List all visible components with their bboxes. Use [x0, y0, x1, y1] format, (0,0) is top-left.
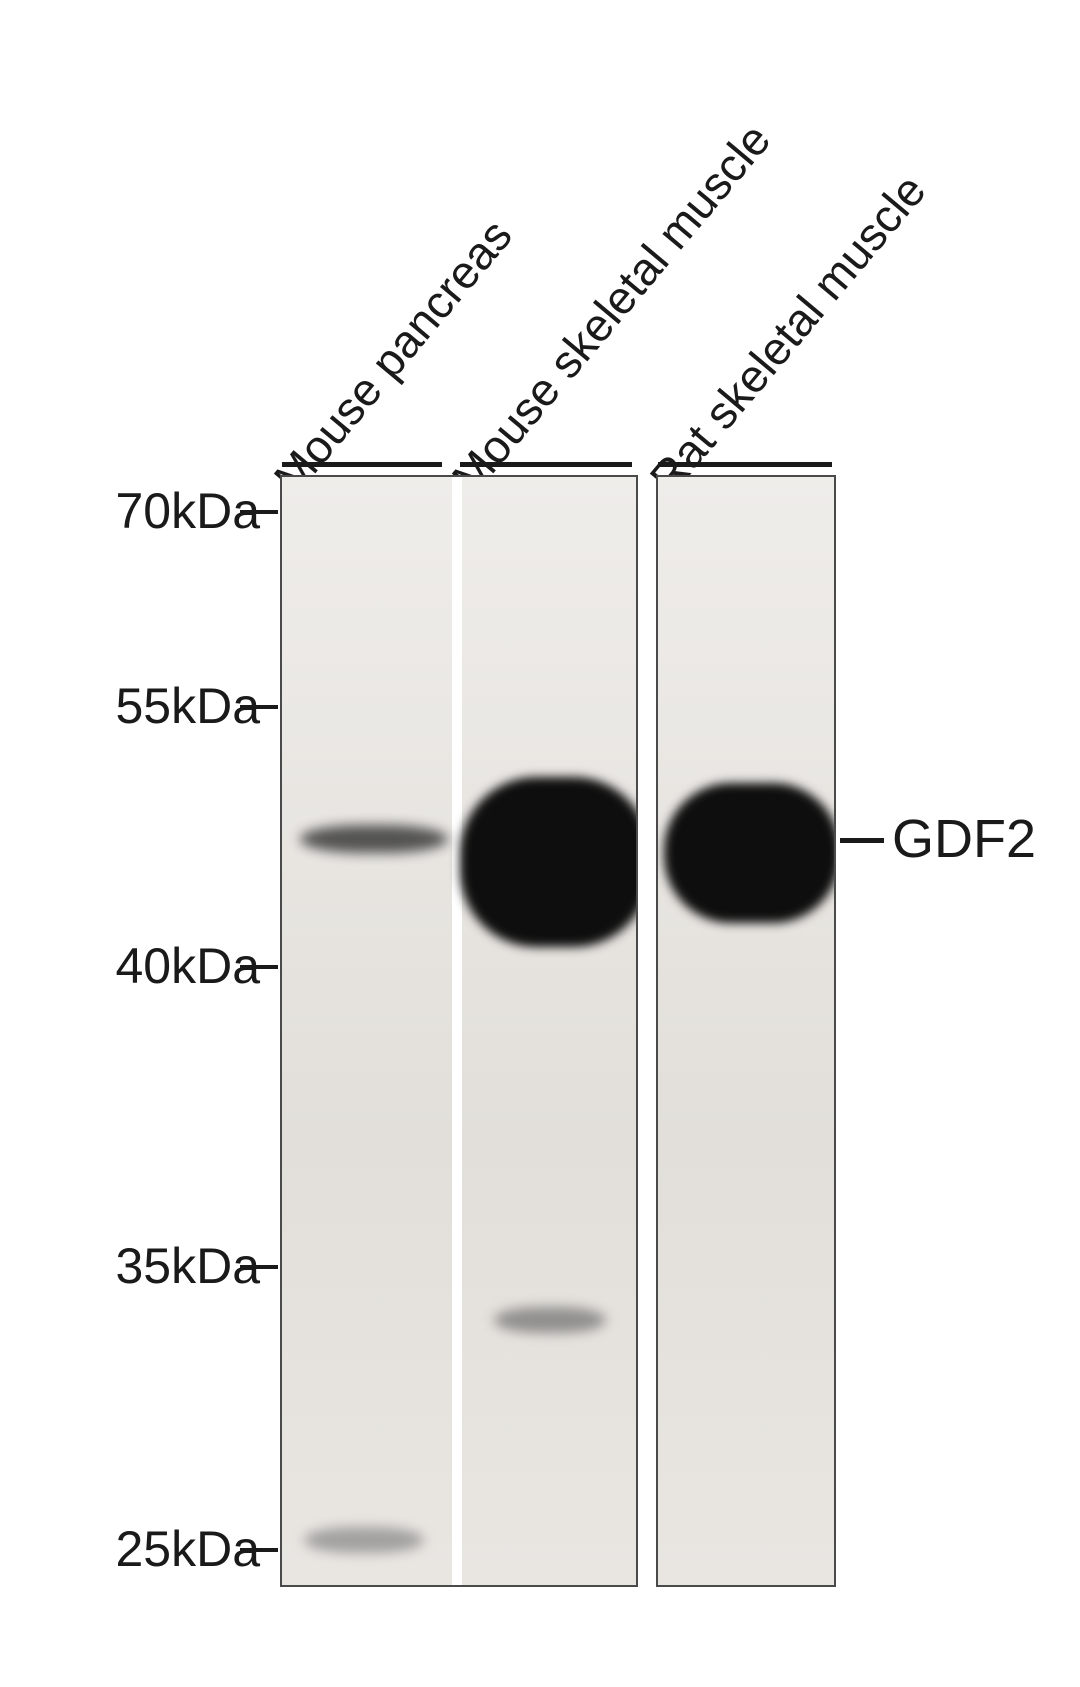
lane-underline-0 [282, 462, 442, 467]
mw-tick-40 [240, 965, 278, 969]
lane-underline-1 [460, 462, 632, 467]
mw-tick-25 [240, 1548, 278, 1552]
band-lane1-main [460, 777, 638, 947]
band-lane0-main [300, 825, 448, 853]
figure-root: Mouse pancreas Mouse skeletal muscle Rat… [0, 0, 1080, 1687]
panel-bg-gradient-r [658, 477, 834, 1585]
panel-left-divider [452, 477, 462, 1585]
mw-tick-35 [240, 1265, 278, 1269]
mw-label-40: 40kDa [115, 937, 260, 995]
blot-panel-right [656, 475, 836, 1587]
mw-tick-55 [240, 705, 278, 709]
band-lane0-low [304, 1527, 424, 1553]
mw-label-70: 70kDa [115, 482, 260, 540]
lane-label-1: Mouse skeletal muscle [441, 113, 781, 504]
mw-tick-70 [240, 510, 278, 514]
protein-label: GDF2 [892, 808, 1036, 870]
lane-underline-2 [658, 462, 832, 467]
mw-label-25: 25kDa [115, 1520, 260, 1578]
protein-tick [840, 838, 884, 843]
mw-label-55: 55kDa [115, 677, 260, 735]
blot-panel-left [280, 475, 638, 1587]
mw-label-35: 35kDa [115, 1237, 260, 1295]
band-lane2-main [664, 783, 836, 923]
band-lane1-minor [494, 1307, 606, 1333]
